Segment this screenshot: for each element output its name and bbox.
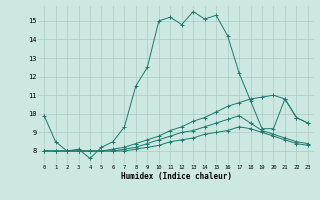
- X-axis label: Humidex (Indice chaleur): Humidex (Indice chaleur): [121, 172, 231, 181]
